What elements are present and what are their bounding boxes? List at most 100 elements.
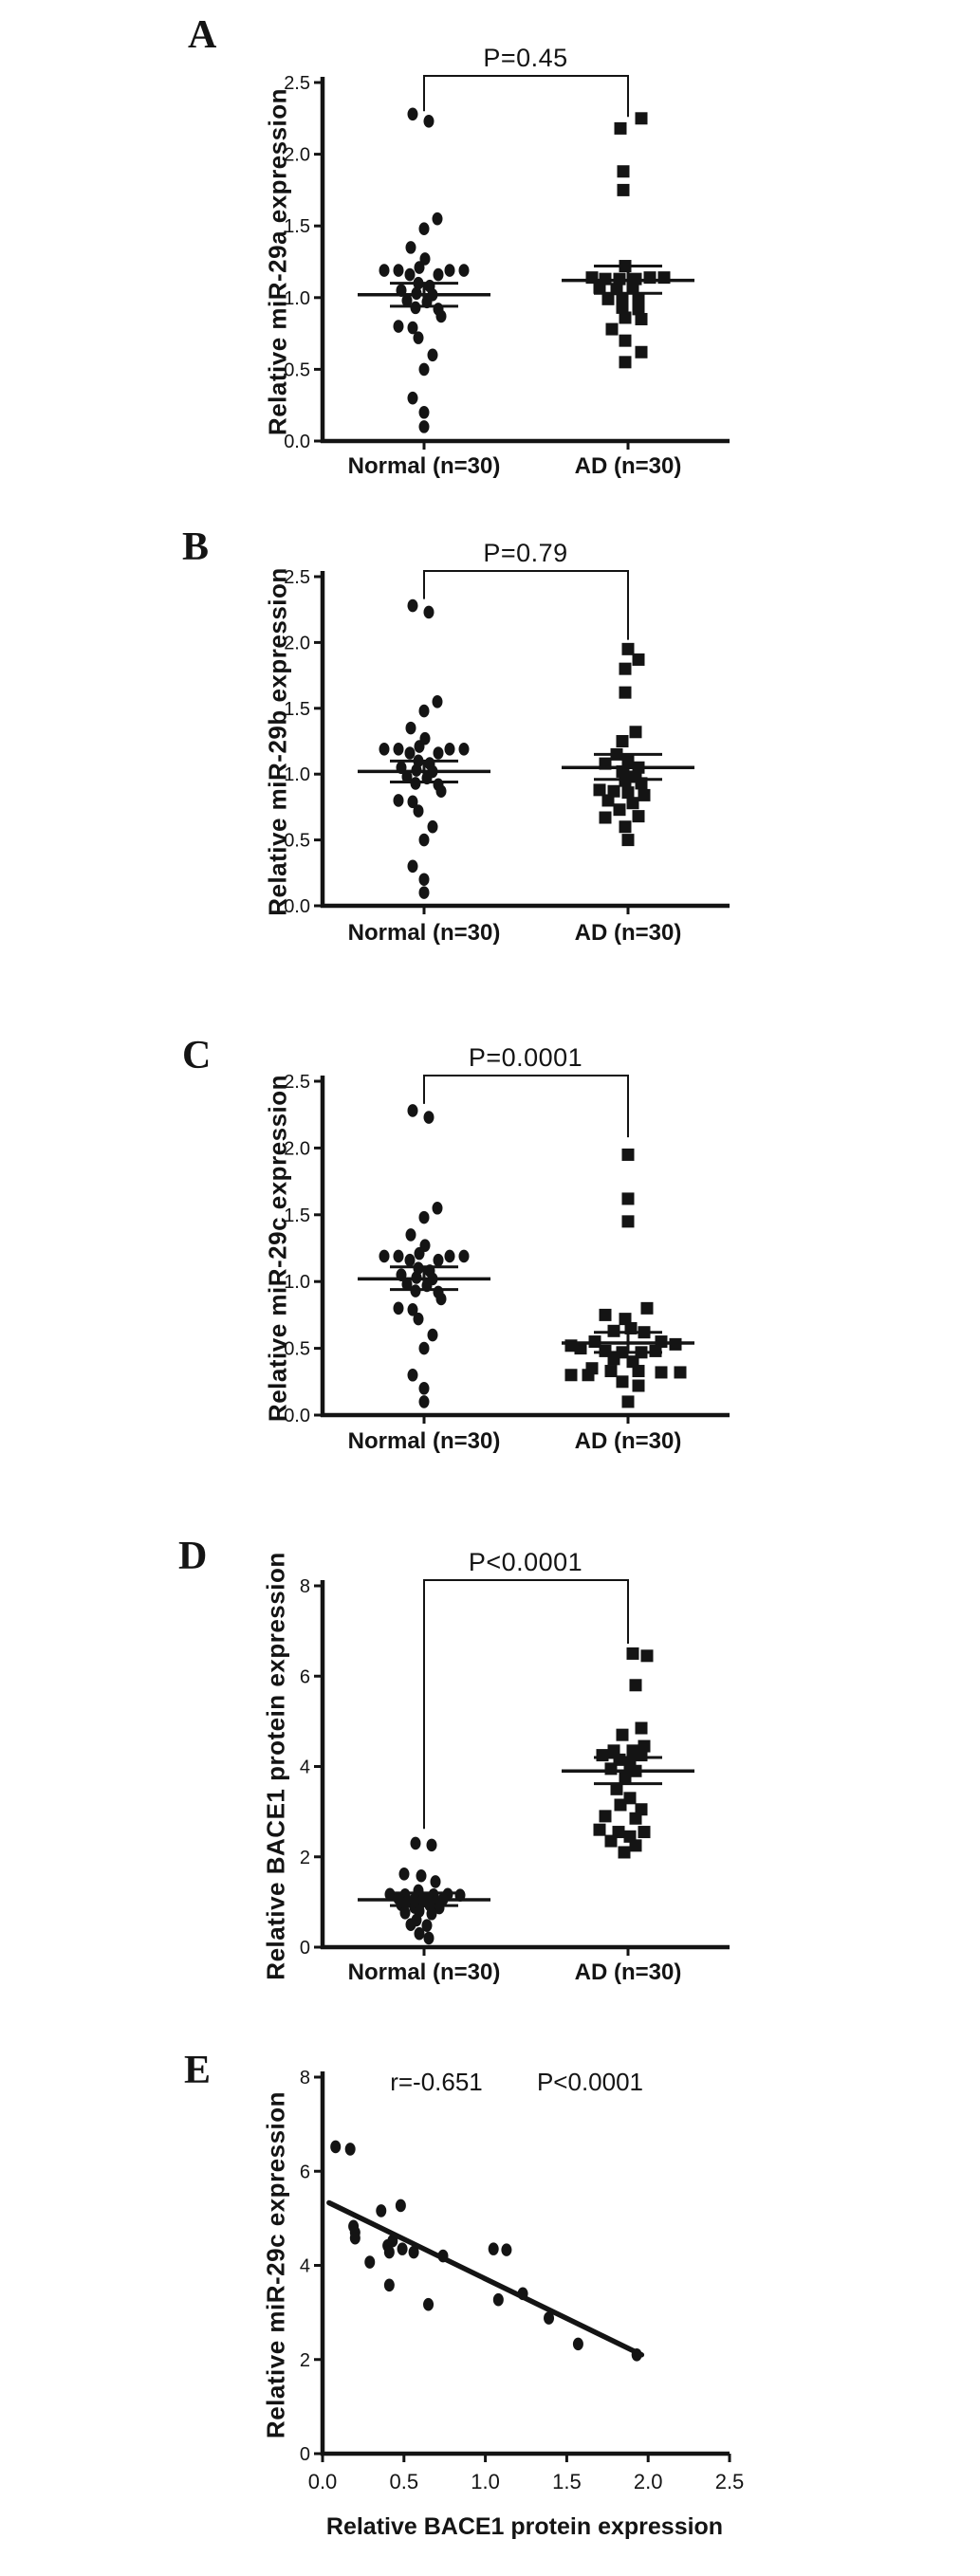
data-point bbox=[632, 810, 645, 823]
data-point bbox=[418, 1341, 430, 1355]
data-point bbox=[383, 2245, 395, 2259]
panel-d-letter: D bbox=[178, 1535, 208, 1578]
data-point bbox=[619, 1771, 632, 1784]
data-point bbox=[383, 2278, 395, 2292]
significance-bracket bbox=[423, 570, 629, 640]
data-point bbox=[432, 1201, 443, 1215]
data-point bbox=[607, 1352, 620, 1366]
significance-bracket bbox=[423, 1579, 629, 1830]
data-point bbox=[393, 1301, 404, 1316]
panel-c-letter: C bbox=[182, 1034, 212, 1077]
y-tick-label: 2.5 bbox=[284, 1072, 310, 1093]
data-point bbox=[405, 721, 416, 735]
data-point bbox=[418, 833, 430, 847]
data-point bbox=[419, 252, 431, 266]
data-point bbox=[393, 794, 404, 807]
data-point bbox=[629, 726, 642, 739]
data-point bbox=[395, 2199, 406, 2213]
data-point bbox=[432, 695, 443, 708]
data-point bbox=[379, 1249, 390, 1263]
y-tick-label: 4 bbox=[300, 2256, 310, 2277]
data-point bbox=[432, 212, 443, 226]
data-point bbox=[413, 1312, 424, 1326]
data-point bbox=[488, 2242, 499, 2255]
data-point bbox=[433, 746, 444, 760]
data-point bbox=[616, 735, 629, 747]
y-tick-label: 0 bbox=[300, 1938, 310, 1959]
data-point bbox=[423, 1931, 435, 1945]
data-point bbox=[418, 420, 430, 433]
data-point bbox=[418, 704, 430, 718]
data-point bbox=[629, 1839, 642, 1852]
data-point bbox=[599, 1308, 612, 1321]
data-point bbox=[393, 320, 404, 333]
panel-d-y-axis-title: Relative BACE1 protein expression bbox=[261, 1552, 290, 1980]
y-tick-label: 8 bbox=[300, 2068, 310, 2088]
data-point bbox=[344, 2143, 356, 2156]
panel-c-category-ad: AD (n=30) bbox=[574, 1428, 682, 1454]
data-point bbox=[407, 859, 418, 874]
data-point bbox=[349, 2231, 361, 2245]
data-point bbox=[655, 1366, 668, 1379]
data-point bbox=[632, 653, 645, 666]
data-point bbox=[379, 743, 390, 756]
data-point bbox=[638, 1826, 651, 1839]
panel-a-pvalue: P=0.45 bbox=[483, 44, 568, 72]
data-point bbox=[593, 1823, 606, 1836]
y-tick-label: 2.5 bbox=[284, 73, 310, 94]
data-point bbox=[596, 1749, 609, 1762]
data-point bbox=[621, 1192, 635, 1205]
data-point bbox=[629, 1679, 642, 1692]
data-point bbox=[616, 301, 629, 314]
y-tick-label: 2 bbox=[300, 2350, 310, 2371]
data-point bbox=[599, 811, 612, 824]
significance-bracket bbox=[423, 1075, 629, 1138]
data-point bbox=[423, 2297, 435, 2311]
data-point bbox=[414, 1246, 425, 1260]
data-point bbox=[401, 1278, 413, 1291]
data-point bbox=[430, 1875, 441, 1888]
data-point bbox=[626, 1355, 639, 1369]
data-point bbox=[418, 222, 430, 236]
data-point bbox=[640, 1649, 654, 1663]
data-point bbox=[599, 1810, 612, 1823]
panel-b-letter: B bbox=[182, 525, 210, 569]
data-point bbox=[433, 267, 444, 282]
data-point bbox=[405, 1918, 416, 1931]
data-point bbox=[626, 797, 639, 810]
data-point bbox=[621, 1148, 635, 1161]
data-point bbox=[405, 241, 416, 254]
x-tick-label: 1.5 bbox=[552, 2470, 582, 2493]
data-point bbox=[601, 794, 615, 807]
data-point bbox=[635, 1749, 648, 1762]
y-tick-label: 2 bbox=[300, 1848, 310, 1868]
panel-c-pvalue: P=0.0001 bbox=[468, 1043, 583, 1072]
data-point bbox=[404, 746, 416, 760]
data-point bbox=[418, 405, 430, 419]
data-point bbox=[426, 1906, 437, 1921]
data-point bbox=[635, 1721, 648, 1735]
data-point bbox=[423, 605, 435, 619]
x-tick-label: 2.5 bbox=[715, 2470, 745, 2493]
data-point bbox=[572, 2337, 583, 2351]
panel-e-x-axis-title: Relative BACE1 protein expression bbox=[325, 2513, 724, 2540]
data-point bbox=[617, 165, 630, 178]
data-point bbox=[616, 1375, 629, 1389]
data-point bbox=[635, 345, 648, 359]
data-point bbox=[418, 886, 430, 899]
data-point bbox=[444, 264, 455, 277]
data-point bbox=[418, 873, 430, 887]
data-point bbox=[632, 303, 645, 316]
data-point bbox=[427, 348, 438, 362]
y-tick-label: 0.5 bbox=[284, 359, 310, 380]
data-point bbox=[418, 1395, 430, 1408]
data-point bbox=[427, 1328, 438, 1342]
data-point bbox=[407, 107, 418, 121]
panel-a-category-normal: Normal (n=30) bbox=[347, 453, 501, 479]
data-point bbox=[604, 1834, 618, 1848]
y-tick-label: 2.5 bbox=[284, 567, 310, 588]
y-tick-label: 0 bbox=[300, 2444, 310, 2465]
data-point bbox=[414, 1926, 425, 1941]
data-point bbox=[393, 264, 404, 277]
data-point bbox=[410, 301, 421, 315]
